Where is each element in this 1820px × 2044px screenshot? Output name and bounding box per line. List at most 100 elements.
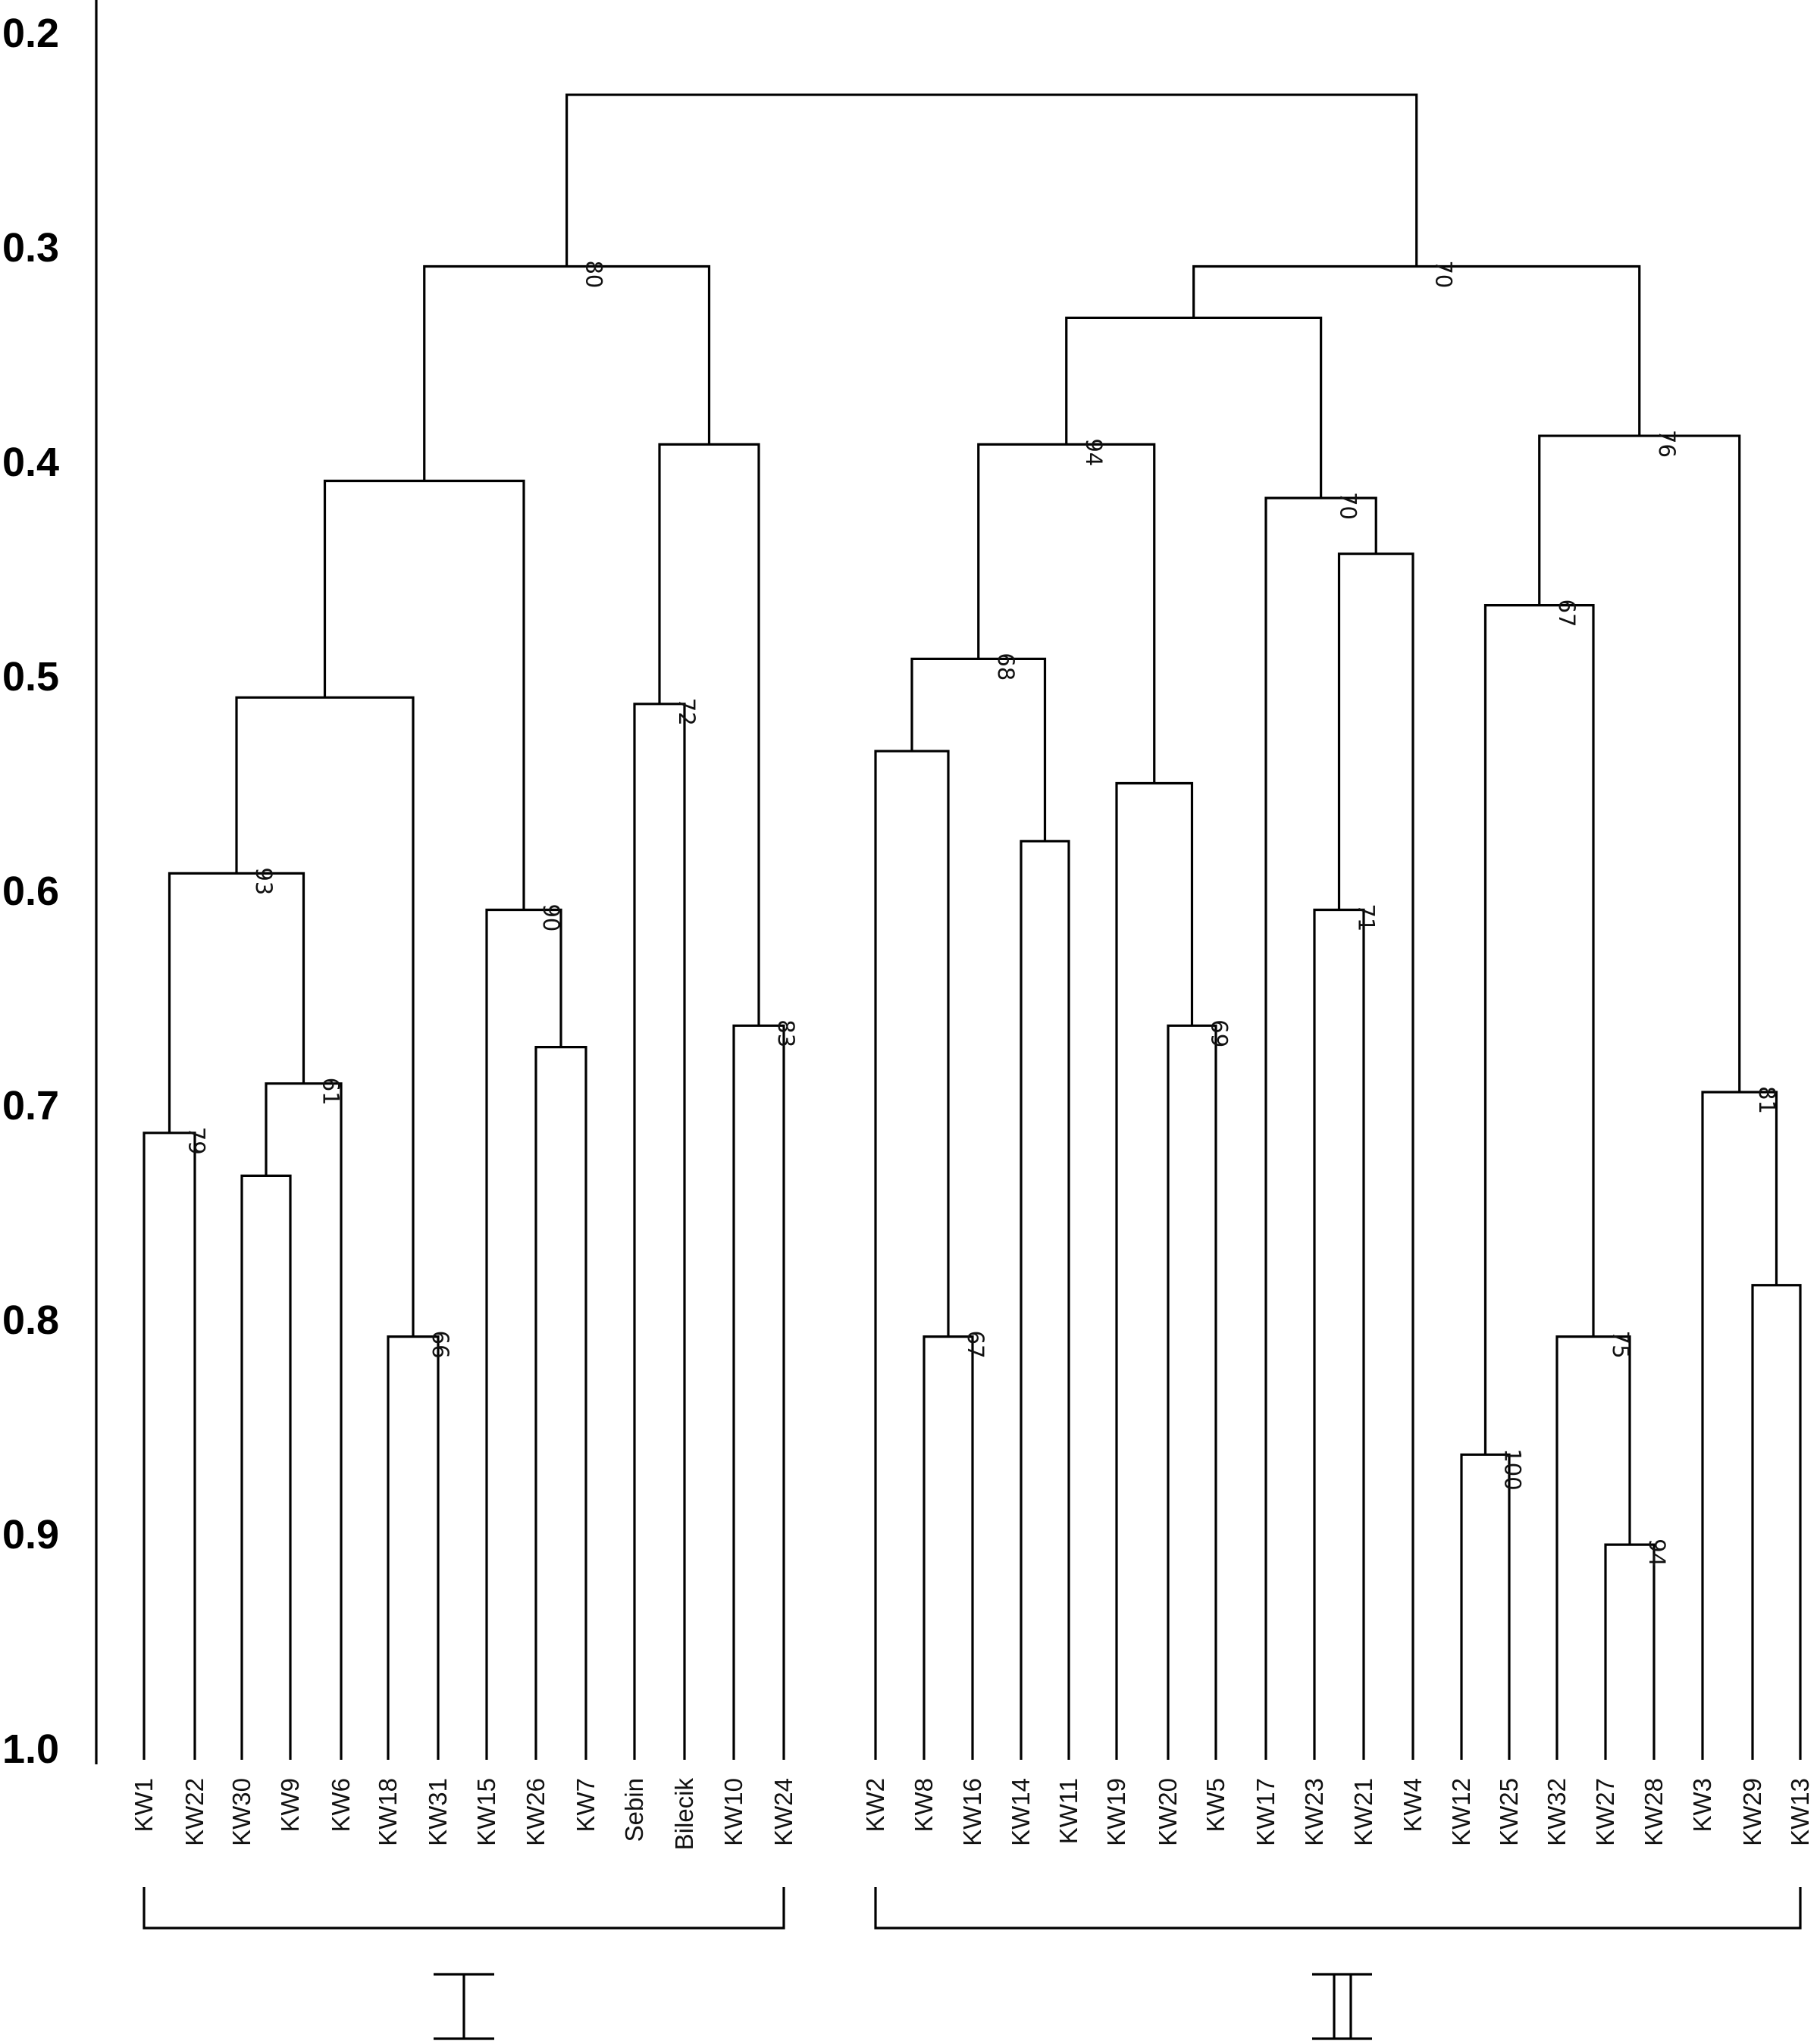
leaf-label: KW3 — [1688, 1778, 1716, 1833]
merge-link — [1701, 1091, 1778, 1760]
cluster-label-I — [434, 1973, 494, 2040]
leaf-label: KW7 — [572, 1778, 600, 1833]
bootstrap-label: 70 — [1336, 492, 1361, 520]
merge-link — [565, 93, 1418, 267]
merge-link — [1192, 264, 1641, 437]
merge-link — [1264, 496, 1377, 1760]
leaf-label: KW17 — [1251, 1778, 1280, 1846]
leaf-label: KW5 — [1201, 1778, 1230, 1833]
merge-link — [1337, 552, 1414, 1760]
merge-link — [1020, 840, 1070, 1760]
leaf-label: KW21 — [1349, 1778, 1377, 1846]
merge-link — [1604, 1543, 1656, 1760]
bootstrap-label: 90 — [538, 903, 564, 931]
y-tick-label: 0.8 — [2, 1297, 59, 1343]
y-axis-ticks: 0.2 0.3 0.4 0.5 0.6 0.7 0.8 0.9 1.0 — [2, 11, 59, 1772]
leaf-label: KW19 — [1102, 1778, 1130, 1846]
y-tick-label: 0.3 — [2, 225, 59, 271]
leaf-label: KW2 — [861, 1778, 889, 1833]
merge-link — [874, 750, 950, 1760]
bootstrap-label: 80 — [581, 260, 607, 288]
leaf-label: Sebin — [620, 1778, 648, 1842]
bootstrap-label: 67 — [1554, 599, 1580, 628]
merge-link — [977, 443, 1156, 784]
leaf-label: KW16 — [958, 1778, 986, 1846]
leaf-label: KW15 — [472, 1778, 500, 1846]
bootstrap-label: 76 — [1654, 430, 1680, 458]
bootstrap-label: 70 — [1431, 260, 1457, 288]
leaf-label: KW23 — [1300, 1778, 1328, 1846]
leaf-label: KW10 — [719, 1778, 747, 1846]
merge-link — [323, 479, 525, 910]
cluster-label-II — [1312, 1973, 1372, 2040]
y-tick-label: 0.9 — [2, 1512, 59, 1557]
y-tick-label: 0.5 — [2, 654, 59, 700]
leaf-label: KW4 — [1399, 1778, 1427, 1833]
merge-link — [1555, 1335, 1631, 1760]
leaf-label: KW26 — [522, 1778, 550, 1846]
merge-link — [1115, 781, 1194, 1760]
bootstrap-label: 61 — [318, 1078, 344, 1106]
merge-link — [732, 1024, 785, 1760]
merge-link — [1538, 434, 1741, 1093]
bootstrap-label: 67 — [963, 1331, 988, 1359]
leaf-label: KW30 — [227, 1778, 255, 1846]
leaf-label: KW9 — [276, 1778, 304, 1833]
leaf-label: KW32 — [1543, 1778, 1571, 1846]
leaf-label: KW28 — [1640, 1778, 1668, 1846]
leaf-label: KW13 — [1786, 1778, 1814, 1846]
merge-link — [1167, 1024, 1217, 1760]
bootstrap-label: 69 — [1207, 1019, 1233, 1047]
y-tick-label: 0.4 — [2, 440, 59, 485]
leaf-label: KW24 — [769, 1778, 797, 1846]
bootstrap-label: 93 — [251, 867, 277, 895]
merge-link — [265, 1082, 343, 1760]
bootstrap-label: 72 — [674, 698, 700, 726]
leaf-label: KW12 — [1447, 1778, 1475, 1846]
merge-link — [485, 908, 562, 1760]
cluster-bracket — [874, 1887, 1802, 1930]
y-tick-label: 0.7 — [2, 1083, 59, 1128]
leaf-label: KW25 — [1495, 1778, 1523, 1846]
cluster-groups — [143, 1887, 1802, 2040]
merge-link — [1460, 1453, 1511, 1760]
bootstrap-label: 79 — [184, 1127, 210, 1155]
merge-link — [1065, 316, 1323, 499]
merge-link — [633, 703, 686, 1760]
merge-link — [168, 872, 305, 1133]
bootstrap-label: 94 — [1081, 438, 1107, 466]
y-tick-label: 1.0 — [2, 1726, 59, 1772]
leaf-label: KW11 — [1054, 1778, 1082, 1844]
bootstrap-label: 94 — [1644, 1538, 1670, 1567]
bootstrap-values: 79 61 93 66 90 72 83 80 67 68 69 94 71 70 100 94 75 67 81 7… — [184, 260, 1780, 1567]
merge-link — [143, 1132, 196, 1760]
merge-link — [534, 1045, 587, 1760]
merge-link — [240, 1174, 292, 1760]
bootstrap-label: 81 — [1754, 1086, 1780, 1114]
leaf-label: KW27 — [1591, 1778, 1619, 1846]
merge-link — [387, 1335, 440, 1760]
merge-link — [658, 443, 760, 1026]
leaf-label: KW8 — [910, 1778, 938, 1833]
bootstrap-label: 83 — [773, 1019, 799, 1047]
leaf-label: KW29 — [1738, 1778, 1766, 1846]
leaf-label: KW22 — [180, 1778, 208, 1846]
bootstrap-label: 71 — [1354, 903, 1380, 931]
dendrogram-links — [143, 93, 1802, 1760]
leaf-label: KW1 — [130, 1778, 158, 1833]
merge-link — [1751, 1284, 1802, 1760]
leaf-label: KW18 — [374, 1778, 402, 1846]
leaf-label: KW14 — [1007, 1778, 1035, 1846]
merge-link — [923, 1335, 974, 1760]
y-tick-label: 0.2 — [2, 11, 59, 56]
merge-link — [235, 696, 415, 1337]
leaf-label: KW31 — [424, 1778, 452, 1846]
leaf-labels: KW1 KW22 KW30 KW9 KW6 KW18 KW31 KW15 KW26 KW7 Sebi… — [130, 1778, 1814, 1851]
bootstrap-label: 100 — [1500, 1448, 1526, 1490]
merge-link — [1313, 908, 1365, 1760]
bootstrap-label: 75 — [1608, 1331, 1634, 1359]
leaf-label: KW20 — [1154, 1778, 1182, 1846]
bootstrap-label: 66 — [428, 1331, 453, 1359]
merge-link — [1483, 604, 1595, 1455]
leaf-label: KW6 — [327, 1778, 355, 1833]
